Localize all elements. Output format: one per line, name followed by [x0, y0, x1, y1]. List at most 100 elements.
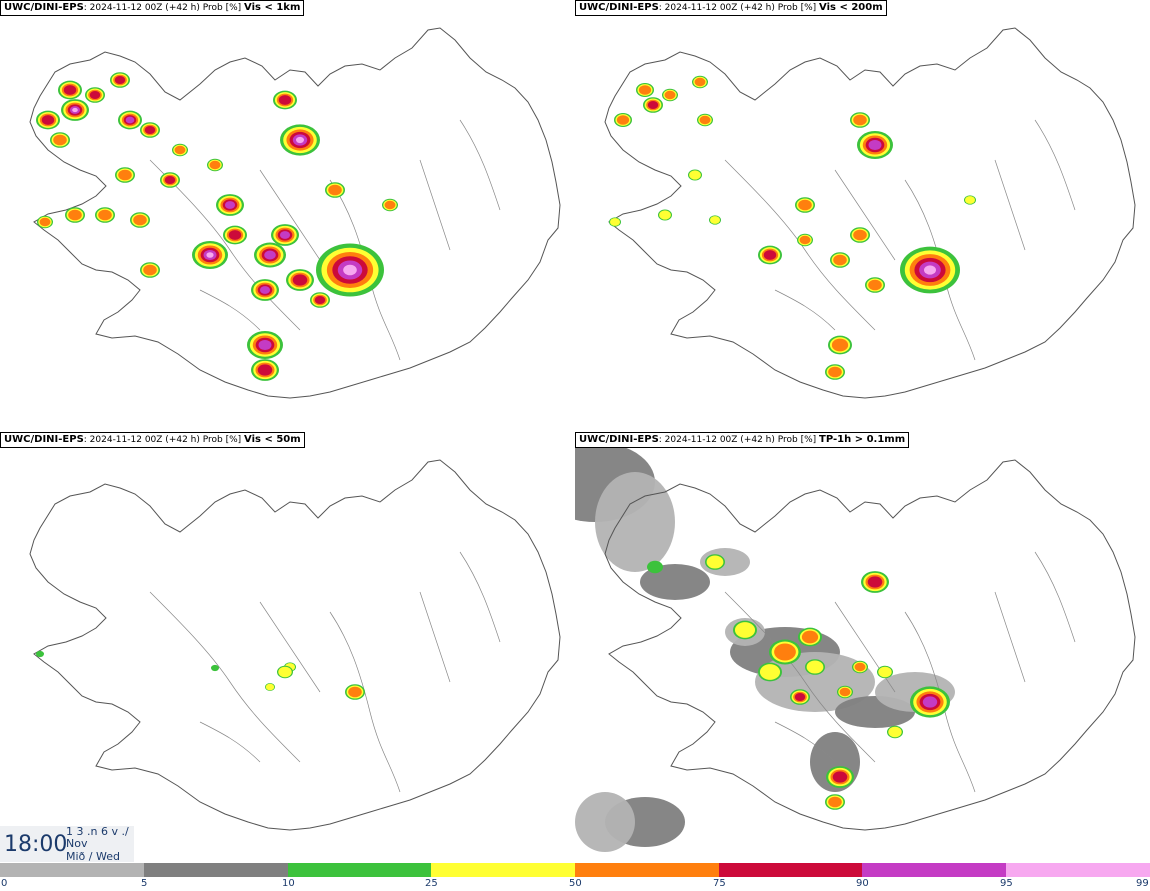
probability-area	[36, 650, 44, 658]
valid-time-box: 18:00 1 3 .n 6 v ./ Nov Mið / Wed	[0, 826, 134, 863]
map-panel-vis-200m: UWC/DINI-EPS: 2024-11-12 00Z (+42 h) Pro…	[575, 0, 1150, 432]
probability-area	[118, 169, 132, 181]
model-name: UWC/DINI-EPS	[579, 2, 659, 13]
model-name: UWC/DINI-EPS	[579, 434, 659, 445]
probability-area	[72, 107, 78, 113]
probability-area	[279, 231, 291, 239]
variable-label: Vis < 200m	[819, 2, 883, 13]
probability-area	[53, 134, 67, 146]
probability-area	[794, 692, 806, 702]
coastline	[604, 459, 1136, 831]
probability-area	[706, 555, 724, 569]
probability-area	[798, 199, 812, 211]
variable-label: Vis < 50m	[244, 434, 301, 445]
legend-tick: 50	[569, 878, 582, 889]
probability-area	[209, 160, 221, 170]
legend-swatch	[0, 863, 144, 877]
legend-tick: 25	[425, 878, 438, 889]
coastline	[29, 459, 561, 831]
map-panel-vis-1km: UWC/DINI-EPS: 2024-11-12 00Z (+42 h) Pro…	[0, 0, 575, 432]
run-info: : 2024-11-12 00Z (+42 h) Prob [%]	[658, 435, 817, 445]
probability-area	[664, 90, 676, 100]
probability-layer	[36, 72, 398, 381]
probability-area	[867, 576, 883, 588]
probability-area	[647, 560, 663, 574]
probability-area	[774, 643, 796, 661]
probability-area	[144, 125, 156, 135]
probability-area	[348, 686, 362, 698]
probability-area	[832, 771, 848, 783]
river-line	[1034, 119, 1076, 211]
map-panel-precip: UWC/DINI-EPS: 2024-11-12 00Z (+42 h) Pro…	[575, 432, 1150, 864]
probability-area	[314, 295, 326, 305]
probability-area	[278, 666, 292, 678]
legend-tick: 10	[282, 878, 295, 889]
legend-tick: 5	[141, 878, 148, 889]
probability-area	[211, 664, 219, 672]
probability-area	[647, 100, 659, 110]
probability-area	[638, 85, 652, 95]
probability-area	[278, 95, 292, 105]
probability-area	[828, 796, 842, 808]
probability-area	[228, 230, 242, 240]
probability-layer	[609, 75, 976, 380]
probability-area	[828, 366, 842, 378]
river-line	[994, 159, 1026, 251]
river-line	[329, 611, 401, 793]
map-panel-vis-50m: UWC/DINI-EPS: 2024-11-12 00Z (+42 h) Pro…	[0, 432, 575, 864]
probability-area	[259, 286, 271, 294]
river-line	[459, 551, 501, 643]
panel-title: UWC/DINI-EPS: 2024-11-12 00Z (+42 h) Pro…	[575, 432, 910, 448]
river-line	[994, 591, 1026, 683]
probability-area	[41, 115, 55, 125]
probability-area	[759, 664, 781, 680]
legend-tick: 99	[1136, 878, 1149, 889]
probability-area	[964, 196, 976, 204]
probability-area	[924, 265, 936, 275]
river-line	[149, 591, 301, 763]
probability-area	[174, 145, 186, 155]
grey-probability-area	[640, 564, 710, 600]
river-line	[259, 169, 321, 261]
river-line	[419, 591, 451, 683]
month-label: Nov	[66, 837, 88, 850]
river-line	[199, 289, 261, 331]
coastline	[604, 27, 1136, 399]
colorbar-legend: 0 5 10 25 50 75 90 95 99	[0, 862, 1150, 891]
probability-area	[39, 217, 51, 227]
river-line	[724, 591, 876, 763]
probability-area	[878, 666, 892, 678]
legend-swatch	[1006, 863, 1150, 877]
probability-area	[868, 279, 882, 291]
legend-tick: 95	[1000, 878, 1013, 889]
probability-area	[292, 274, 308, 286]
probability-area	[853, 114, 867, 126]
river-line	[259, 601, 321, 693]
probability-area	[699, 115, 711, 125]
probability-area	[264, 250, 276, 260]
probability-area	[296, 136, 304, 144]
river-line	[774, 721, 836, 763]
probability-area	[831, 338, 849, 352]
river-line	[834, 169, 896, 261]
legend-swatch	[431, 863, 575, 877]
legend-tick: 90	[856, 878, 869, 889]
probability-area	[63, 85, 77, 95]
run-info: : 2024-11-12 00Z (+42 h) Prob [%]	[658, 3, 817, 13]
probability-area	[125, 116, 135, 124]
grey-probability-area	[595, 472, 675, 572]
probability-area	[888, 726, 902, 738]
river-line	[1034, 551, 1076, 643]
probability-area	[734, 622, 756, 638]
probability-area	[343, 264, 357, 276]
probability-area	[763, 250, 777, 260]
probability-area	[833, 254, 847, 266]
variable-label: Vis < 1km	[244, 2, 301, 13]
probability-area	[868, 139, 882, 151]
probability-area	[257, 364, 273, 376]
model-name: UWC/DINI-EPS	[4, 434, 84, 445]
iceland-map	[575, 442, 1136, 852]
river-line	[149, 159, 301, 331]
probability-area	[616, 115, 630, 125]
probability-area	[806, 660, 824, 674]
